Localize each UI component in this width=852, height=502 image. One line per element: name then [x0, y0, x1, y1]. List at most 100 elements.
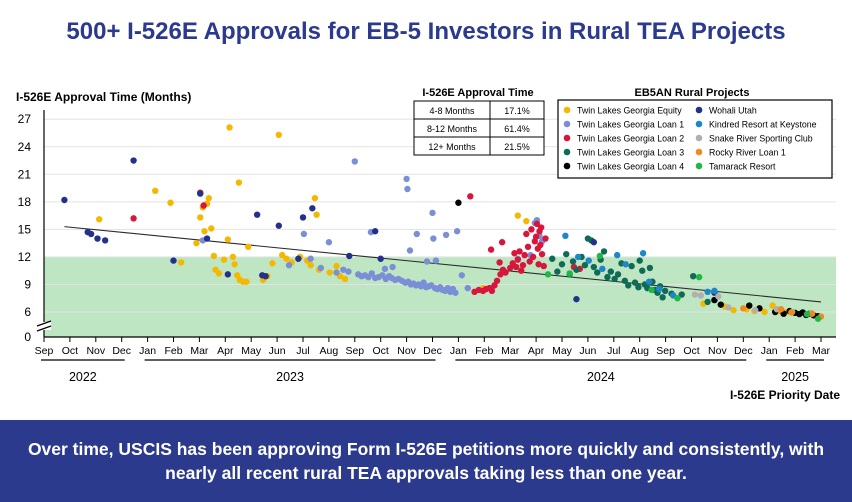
data-point: [814, 315, 822, 322]
data-point: [167, 199, 174, 206]
legend-label: Twin Lakes Georgia Equity: [577, 106, 682, 116]
data-point: [519, 261, 527, 269]
data-point: [635, 284, 642, 291]
data-point: [711, 287, 718, 295]
data-point: [625, 282, 632, 289]
data-point: [467, 193, 474, 200]
legend-label: Kindred Resort at Keystone: [709, 120, 817, 130]
x-tick-label: Nov: [397, 345, 416, 357]
data-point: [101, 237, 109, 244]
legend-label: Twin Lakes Georgia Loan 4: [577, 162, 684, 172]
data-point: [235, 179, 243, 186]
data-point: [521, 251, 528, 259]
data-point: [691, 291, 699, 298]
data-point: [130, 157, 137, 164]
legend-marker: [563, 120, 571, 128]
data-point: [220, 256, 228, 263]
x-axis-label: I-526E Priority Date: [730, 388, 840, 402]
table-row-label: 8-12 Months: [427, 124, 478, 134]
data-point: [464, 284, 471, 292]
data-point: [300, 230, 308, 238]
data-point: [152, 187, 159, 195]
data-point: [656, 285, 663, 293]
data-point: [523, 230, 530, 238]
data-point: [622, 261, 629, 268]
data-point: [746, 302, 753, 309]
x-tick-label: Mar: [812, 345, 831, 357]
x-tick-label: Mar: [501, 345, 520, 357]
data-point: [317, 264, 325, 272]
data-point: [740, 305, 747, 312]
data-point: [253, 211, 261, 218]
data-point: [537, 241, 544, 249]
y-axis-label: I-526E Approval Time (Months): [16, 90, 191, 104]
x-tick-label: Jun: [579, 345, 596, 357]
legend: EB5AN Rural Projects Twin Lakes Georgia …: [557, 87, 833, 179]
data-point: [648, 286, 655, 294]
legend-marker: [695, 120, 703, 128]
legend-title: EB5AN Rural Projects: [635, 87, 750, 99]
data-point: [278, 251, 286, 259]
data-point: [808, 310, 816, 317]
legend-label: Snake River Sporting Club: [709, 134, 813, 144]
data-point: [599, 265, 606, 273]
data-point: [631, 279, 639, 286]
legend-marker: [563, 106, 571, 114]
data-point: [309, 205, 316, 212]
x-tick-label: Oct: [62, 345, 78, 357]
data-point: [516, 248, 523, 255]
data-point: [761, 308, 768, 316]
data-point: [613, 251, 621, 259]
data-point: [558, 261, 566, 268]
data-point: [200, 202, 207, 209]
data-point: [430, 235, 437, 242]
legend-label: Tamarack Resort: [709, 162, 776, 172]
data-point: [574, 253, 582, 261]
data-point: [614, 271, 622, 278]
legend-label: Twin Lakes Georgia Loan 3: [577, 148, 684, 158]
data-point: [496, 259, 503, 266]
data-point: [307, 261, 314, 269]
data-point: [532, 233, 540, 240]
y-tick-label: 18: [18, 195, 32, 209]
data-point: [498, 239, 506, 246]
data-point: [345, 268, 352, 275]
legend-marker: [695, 148, 703, 156]
x-tick-label: May: [552, 345, 573, 357]
x-tick-label: Sep: [35, 345, 54, 357]
data-point: [205, 194, 212, 202]
y-tick-label: 9: [24, 277, 31, 291]
data-point: [540, 262, 547, 270]
table-row-label: 4-8 Months: [429, 106, 475, 116]
data-point: [269, 260, 276, 267]
data-point: [717, 301, 724, 308]
data-point: [528, 226, 535, 233]
data-point: [533, 220, 541, 228]
footer-banner: Over time, USCIS has been approving Form…: [0, 420, 852, 502]
data-point: [544, 271, 552, 278]
x-tick-label: Mar: [190, 345, 209, 357]
data-point: [201, 228, 208, 235]
data-point: [542, 235, 549, 242]
data-point: [333, 262, 340, 270]
data-point: [333, 269, 340, 276]
x-tick-label: Feb: [164, 345, 182, 357]
data-point: [788, 309, 795, 316]
data-point: [341, 275, 349, 283]
data-point: [453, 228, 461, 235]
data-point: [295, 255, 302, 262]
x-tick-label: Sep: [656, 345, 675, 357]
data-point: [130, 215, 137, 222]
data-point: [689, 272, 697, 280]
data-point: [87, 230, 95, 238]
legend-label: Rocky River Loan 1: [709, 148, 786, 158]
data-point: [177, 259, 185, 266]
x-tick-label: Feb: [786, 345, 804, 357]
data-point: [725, 304, 732, 311]
data-point: [231, 261, 238, 268]
data-point: [523, 217, 530, 225]
data-point: [340, 266, 347, 273]
data-point: [611, 275, 618, 283]
legend-marker: [563, 148, 571, 156]
data-point: [275, 131, 282, 139]
